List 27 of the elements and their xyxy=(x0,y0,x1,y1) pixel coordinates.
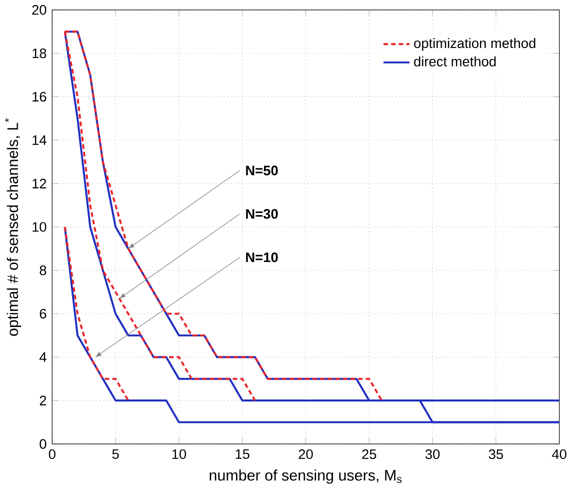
y-tick-label: 6 xyxy=(40,308,46,319)
y-tick-label: 20 xyxy=(32,5,46,15)
y-tick-label: 16 xyxy=(32,92,46,102)
legend-label: direct method xyxy=(414,56,496,67)
x-axis-title: number of sensing users, M$_{s}$ xyxy=(210,470,402,484)
x-tick-label: 5 xyxy=(112,449,119,460)
annotation: N=50 xyxy=(246,166,278,176)
x-tick-label: 20 xyxy=(298,449,313,460)
y-tick-label: 4 xyxy=(39,352,46,362)
y-tick-label: 10 xyxy=(32,222,46,232)
x-tick-label: 10 xyxy=(172,449,186,460)
legend-label: optimization method xyxy=(414,38,536,51)
x-tick-label: 0 xyxy=(48,449,56,460)
y-tick-label: 8 xyxy=(40,266,46,276)
y-tick-label: 0 xyxy=(40,439,46,449)
x-tick-label: 30 xyxy=(425,449,440,460)
y-axis-title: optimal # of sensed channels, L$^{*}$ xyxy=(5,118,22,336)
annotation: N=10 xyxy=(246,252,278,262)
y-tick-label: 18 xyxy=(32,48,46,58)
annotation: N=30 xyxy=(246,209,278,219)
x-tick-label: 40 xyxy=(552,449,566,460)
x-tick-label: 15 xyxy=(236,449,250,460)
x-tick-label: 25 xyxy=(362,449,376,460)
y-tick-label: 14 xyxy=(32,136,46,145)
y-tick-label: 2 xyxy=(40,396,46,406)
y-tick-label: 12 xyxy=(32,178,46,188)
x-tick-label: 35 xyxy=(488,449,503,460)
